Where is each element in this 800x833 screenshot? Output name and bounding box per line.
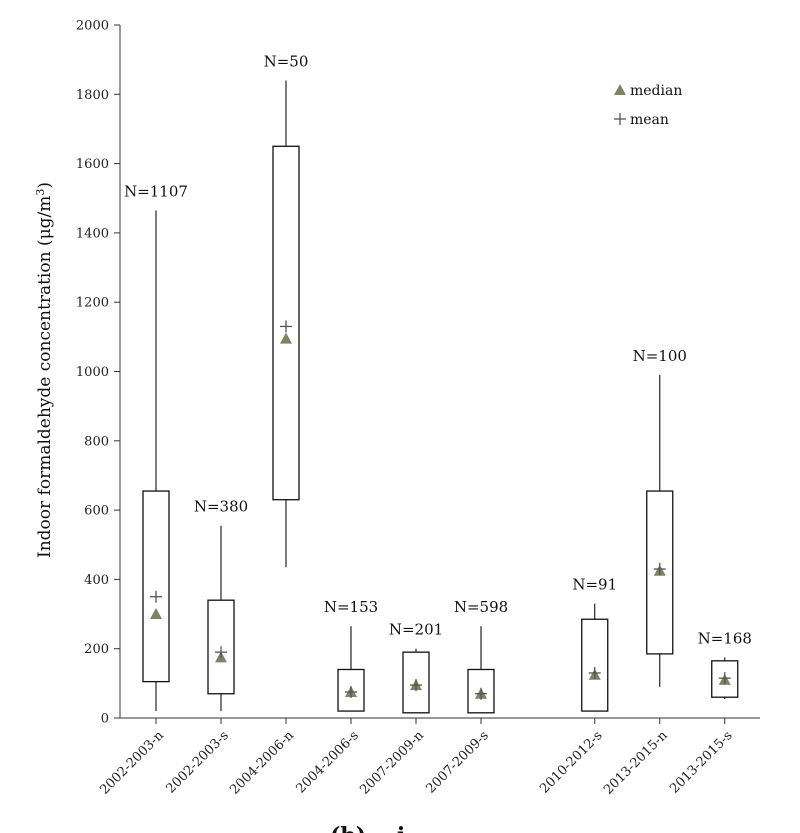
- box-group: N=50: [264, 52, 309, 568]
- sample-size-label: N=100: [633, 347, 687, 365]
- box-group: N=168: [698, 629, 752, 699]
- box-group: N=598: [454, 598, 508, 714]
- y-tick-label: 200: [84, 642, 109, 657]
- y-tick-label: 600: [84, 504, 109, 519]
- mean-marker: [345, 686, 357, 699]
- mean-marker: [718, 672, 731, 685]
- mean-marker: [150, 590, 162, 603]
- y-axis-title-close: ): [35, 182, 55, 189]
- y-tick-label: 400: [84, 573, 109, 588]
- x-tick-label: 2004-2006-s: [294, 728, 362, 796]
- mean-marker: [588, 666, 601, 679]
- box-group: N=91: [572, 576, 617, 712]
- y-tick-label: 1800: [76, 88, 109, 103]
- x-tick-label: 2004-2006-n: [227, 728, 297, 798]
- mean-marker: [280, 320, 292, 333]
- mean-marker: [653, 563, 666, 576]
- y-ticks: 0 200 400 600 800 1000 1200 1400 1600 1800 2000: [76, 19, 120, 727]
- figure-caption: (b) ...i...: [330, 823, 428, 833]
- y-tick-label: 800: [84, 434, 109, 449]
- sample-size-label: N=168: [698, 629, 752, 647]
- y-axis-title: Indoor formaldehyde concentration (μg/m3…: [34, 182, 56, 558]
- x-tick-label: 2013-2015-n: [601, 728, 671, 798]
- legend-median-label: median: [630, 83, 682, 99]
- legend-median-marker: [614, 84, 626, 95]
- legend-mean-label: mean: [630, 112, 669, 128]
- boxes: N=1107 N=380 N=50 N=153 N=201 N=598 N=91 N=100 N…: [124, 52, 752, 714]
- box-group: N=100: [633, 347, 687, 687]
- box-group: N=380: [194, 498, 248, 712]
- box-group: N=1107: [124, 182, 188, 712]
- box-group: N=201: [389, 621, 443, 714]
- x-tick-label: 2007-2009-s: [424, 728, 492, 796]
- box-iqr: [142, 490, 170, 683]
- sample-size-label: N=153: [324, 598, 378, 616]
- x-ticks: 2002-2003-n2002-2003-s2004-2006-n2004-20…: [97, 718, 736, 798]
- y-tick-label: 1400: [76, 226, 109, 241]
- x-tick-label: 2002-2003-s: [164, 728, 232, 796]
- sample-size-label: N=380: [194, 498, 248, 516]
- y-axis-title-main: Indoor formaldehyde concentration (μg/m: [35, 196, 55, 558]
- sample-size-label: N=201: [389, 621, 443, 639]
- sample-size-label: N=1107: [124, 182, 188, 200]
- x-tick-label: 2002-2003-n: [97, 728, 167, 798]
- mean-marker: [475, 687, 487, 700]
- box-iqr: [646, 490, 674, 655]
- sample-size-label: N=598: [454, 598, 508, 616]
- sample-size-label: N=50: [264, 52, 309, 70]
- median-marker: [280, 332, 292, 344]
- mean-marker: [410, 679, 422, 692]
- mean-marker: [215, 646, 227, 659]
- x-tick-label: 2010-2012-s: [537, 728, 605, 796]
- y-tick-label: 1000: [76, 365, 109, 380]
- y-tick-label: 1200: [76, 296, 109, 311]
- y-tick-label: 0: [101, 712, 109, 727]
- x-tick-label: 2013-2015-s: [667, 728, 735, 796]
- box-iqr: [581, 618, 609, 712]
- median-marker: [150, 608, 162, 620]
- sample-size-label: N=91: [572, 576, 617, 594]
- x-tick-label: 2007-2009-n: [357, 728, 427, 798]
- legend-mean-marker: [614, 113, 626, 125]
- y-axis-title-superscript: 3: [34, 189, 47, 196]
- y-tick-label: 2000: [76, 19, 109, 34]
- box-group: N=153: [324, 598, 378, 712]
- legend: median mean: [614, 83, 682, 128]
- y-tick-label: 1600: [76, 157, 109, 172]
